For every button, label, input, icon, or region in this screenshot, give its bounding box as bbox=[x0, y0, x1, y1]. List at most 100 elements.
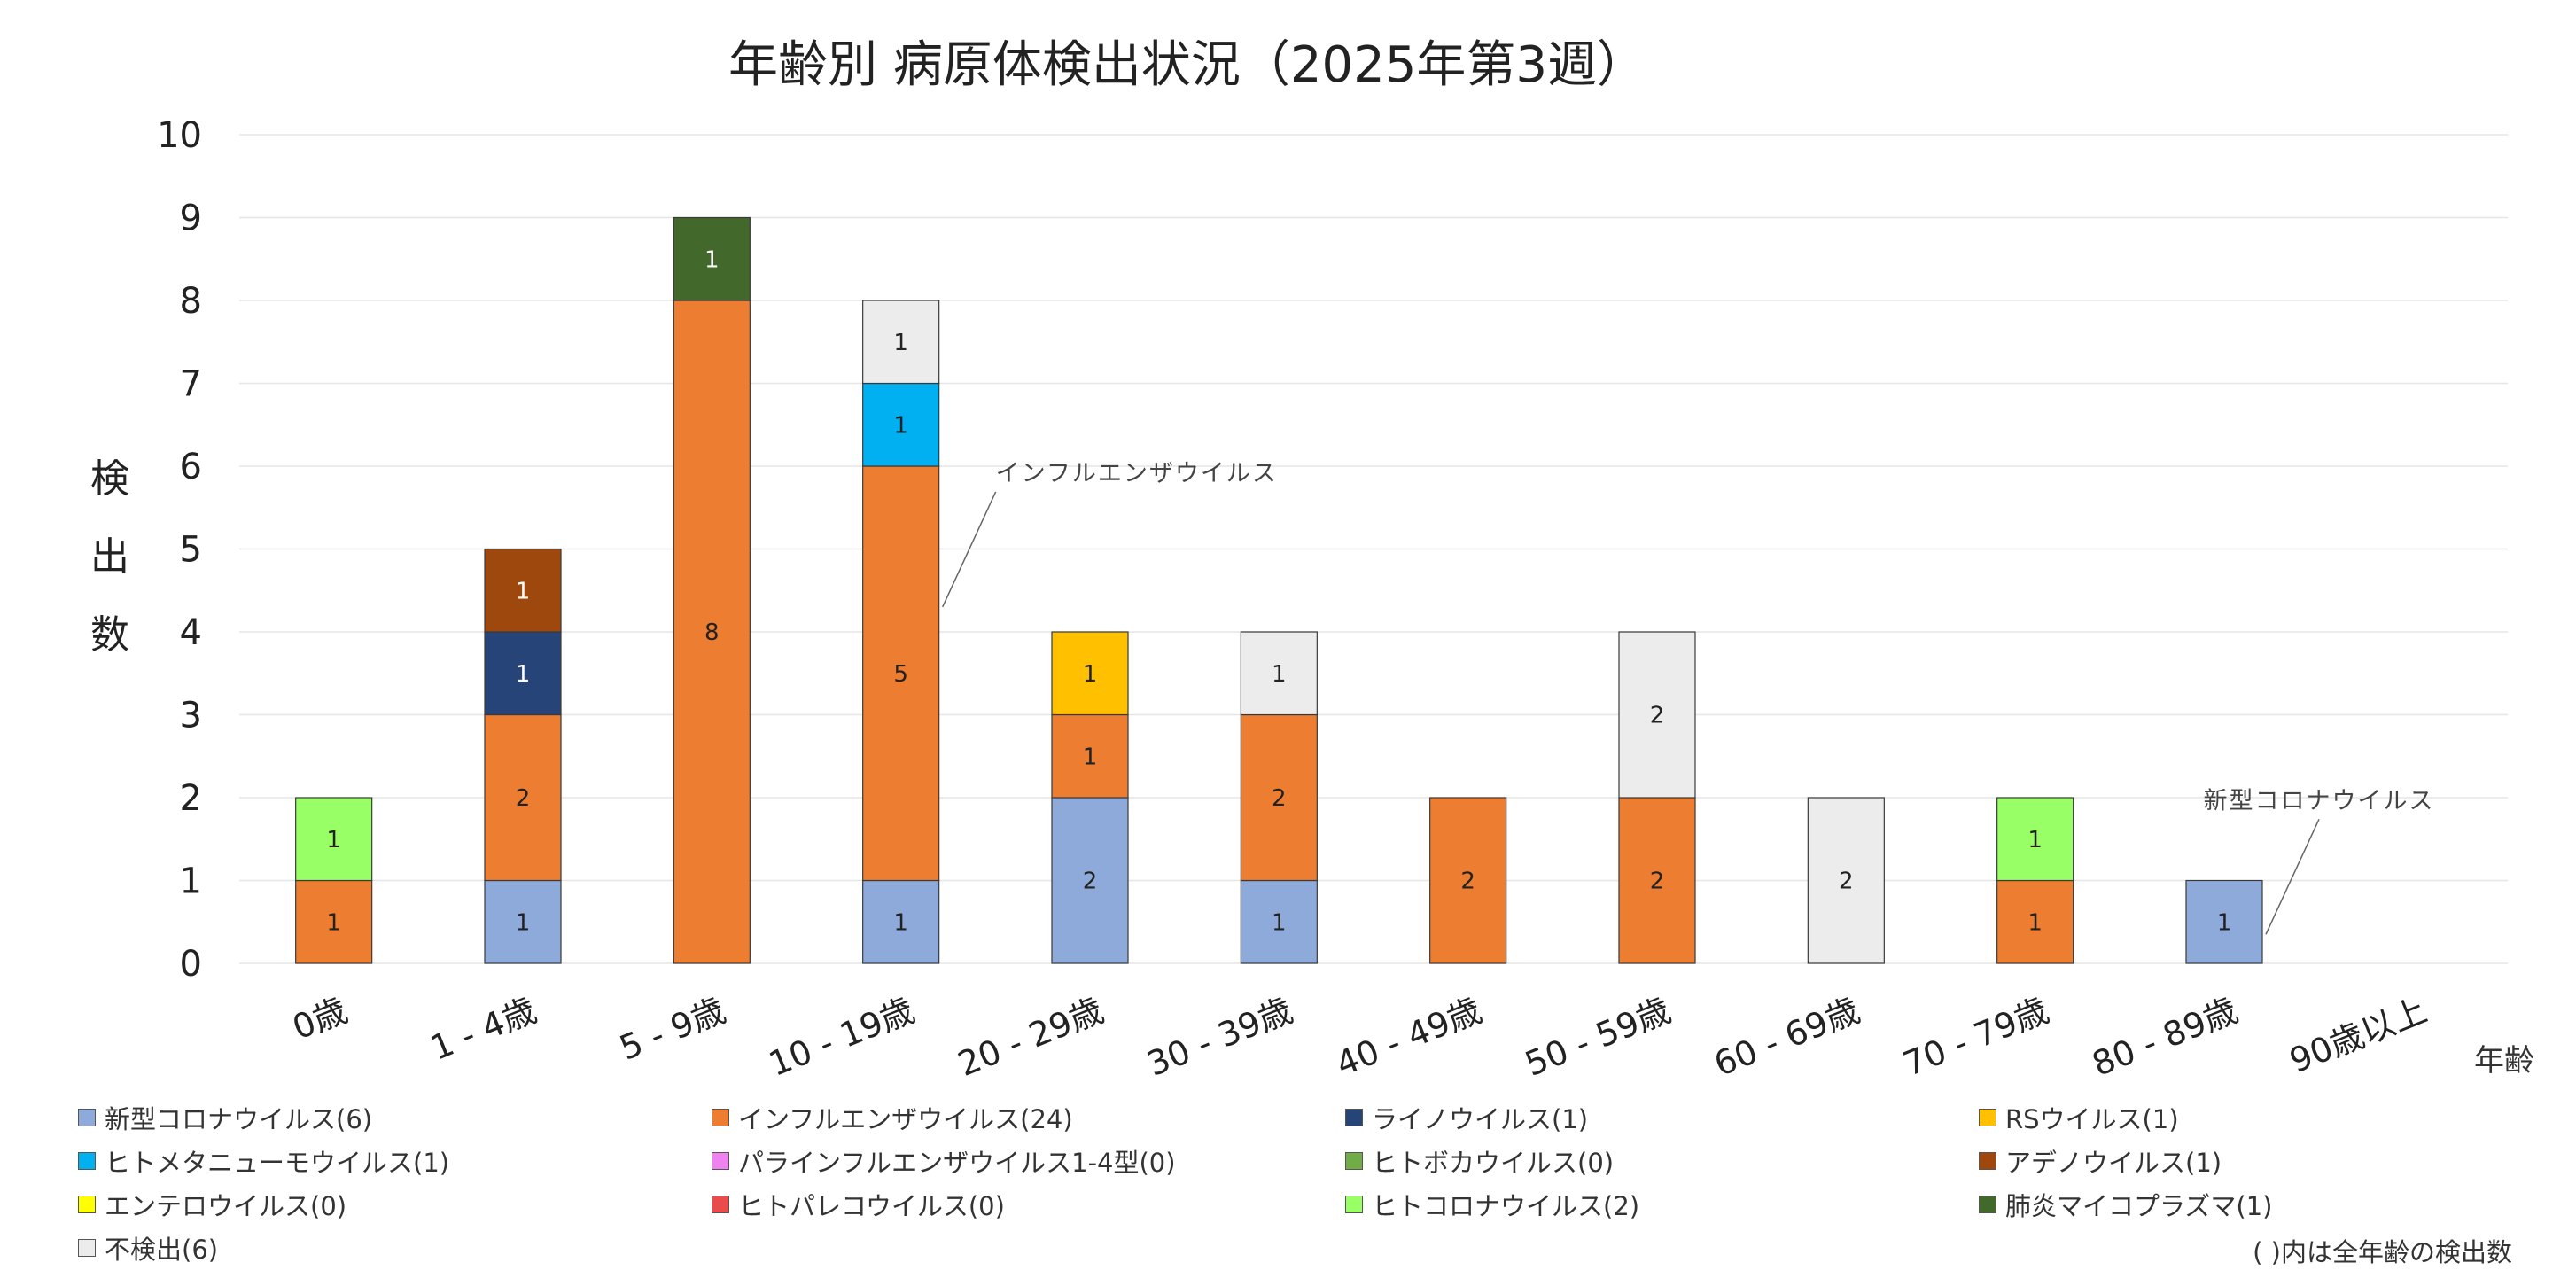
y-tick-label: 9 bbox=[180, 199, 202, 239]
x-tick-label: 80 - 89歳 bbox=[2087, 991, 2243, 1084]
legend-swatch bbox=[1345, 1152, 1363, 1170]
bar-value-label: 2 bbox=[1083, 869, 1098, 895]
legend-item: ヒトメタニューモウイルス(1) bbox=[78, 1142, 712, 1180]
legend-swatch bbox=[1979, 1196, 1996, 1213]
footnote: ( )内は全年齢の検出数 bbox=[2253, 1237, 2512, 1267]
y-axis-label-char: 出 bbox=[90, 534, 129, 580]
x-tick-label: 5 - 9歳 bbox=[614, 991, 731, 1068]
bar-segment bbox=[1618, 797, 1696, 964]
bar-value-label: 2 bbox=[1650, 869, 1665, 895]
y-tick-label: 2 bbox=[180, 778, 202, 819]
legend-label: インフルエンザウイルス(24) bbox=[738, 1104, 1073, 1134]
x-tick-label: 40 - 49歳 bbox=[1331, 991, 1487, 1084]
bar-segment bbox=[1240, 713, 1318, 882]
bar-value-label: 5 bbox=[893, 661, 908, 688]
legend-item: ヒトパレコウイルス(0) bbox=[712, 1186, 1345, 1223]
x-tick-label: 0歳 bbox=[287, 991, 353, 1048]
legend-item: パラインフルエンザウイルス1-4型(0) bbox=[712, 1142, 1345, 1180]
callout-label: 新型コロナウイルス bbox=[2204, 787, 2435, 814]
bar-segment bbox=[484, 713, 562, 882]
bar-value-label: 1 bbox=[893, 412, 908, 439]
y-axis-tick-labels: 0 1 2 3 4 5 6 7 8 9 10 bbox=[157, 115, 202, 985]
bar-value-label: 1 bbox=[1083, 744, 1098, 770]
bar-segment bbox=[862, 879, 940, 964]
y-axis-label-char: 数 bbox=[90, 612, 129, 658]
bar-value-label: 1 bbox=[516, 909, 531, 936]
legend-label: エンテロウイルス(0) bbox=[105, 1191, 347, 1221]
bar-segment bbox=[1240, 879, 1318, 964]
legend-label: 不検出(6) bbox=[105, 1235, 219, 1265]
gridlines bbox=[239, 134, 2508, 964]
legend-item: RSウイルス(1) bbox=[1979, 1099, 2506, 1136]
legend-label: RSウイルス(1) bbox=[2005, 1104, 2179, 1134]
legend-item: 肺炎マイコプラズマ(1) bbox=[1979, 1186, 2506, 1223]
y-tick-label: 0 bbox=[180, 944, 202, 985]
chart-title: 年齢別 病原体検出状況（2025年第3週） bbox=[728, 36, 1646, 94]
bar-value-label: 1 bbox=[2217, 909, 2232, 936]
legend-label: 肺炎マイコプラズマ(1) bbox=[2005, 1191, 2273, 1221]
y-tick-label: 7 bbox=[180, 364, 202, 405]
x-tick-label: 70 - 79歳 bbox=[1898, 991, 2054, 1084]
legend-swatch bbox=[712, 1152, 729, 1170]
legend-label: 新型コロナウイルス(6) bbox=[105, 1104, 373, 1134]
bar-segment bbox=[1996, 879, 2074, 964]
legend-item: ヒトコロナウイルス(2) bbox=[1345, 1186, 1979, 1223]
bar-segment bbox=[1807, 797, 1885, 964]
legend-label: ヒトパレコウイルス(0) bbox=[738, 1191, 1005, 1221]
y-tick-label: 8 bbox=[180, 281, 202, 322]
bar-value-label: 1 bbox=[1083, 661, 1098, 688]
legend-swatch bbox=[1979, 1109, 1996, 1126]
bar-segment bbox=[2185, 879, 2263, 964]
legend-swatch bbox=[78, 1109, 96, 1126]
x-tick-label: 20 - 29歳 bbox=[953, 991, 1109, 1084]
bar-value-label: 1 bbox=[893, 909, 908, 936]
legend-swatch bbox=[1345, 1109, 1363, 1126]
bar-segment bbox=[1051, 631, 1129, 716]
y-tick-label: 10 bbox=[157, 115, 202, 156]
callout-label: インフルエンザウイルス bbox=[996, 460, 1278, 487]
x-tick-label: 1 - 4歳 bbox=[425, 991, 542, 1068]
x-axis-tick-labels: 0歳 1 - 4歳 5 - 9歳 10 - 19歳 20 - 29歳 30 - 39歳 40… bbox=[287, 991, 2432, 1084]
bar-segment bbox=[1996, 797, 2074, 882]
bar-segment bbox=[484, 631, 562, 716]
x-tick-label: 50 - 59歳 bbox=[1520, 991, 1676, 1084]
legend-swatch bbox=[1345, 1196, 1363, 1213]
y-tick-label: 5 bbox=[180, 530, 202, 571]
legend-swatch bbox=[78, 1196, 96, 1213]
bar-value-label: 1 bbox=[1272, 909, 1287, 936]
legend-swatch bbox=[712, 1196, 729, 1213]
legend-swatch bbox=[1979, 1152, 1996, 1170]
legend-item: ライノウイルス(1) bbox=[1345, 1099, 1979, 1136]
legend-label: アデノウイルス(1) bbox=[2005, 1148, 2222, 1178]
bar-segment bbox=[1240, 631, 1318, 716]
bar-segment bbox=[484, 548, 562, 633]
bar-segment bbox=[862, 382, 940, 467]
bar-segment bbox=[862, 465, 940, 882]
legend-item: 不検出(6) bbox=[78, 1229, 712, 1266]
bar-value-label: 1 bbox=[1272, 661, 1287, 688]
bar-value-label: 1 bbox=[704, 246, 720, 273]
bar-value-label: 1 bbox=[326, 827, 341, 853]
bar-value-label: 1 bbox=[2027, 827, 2043, 853]
legend-item: ヒトボカウイルス(0) bbox=[1345, 1142, 1979, 1180]
y-tick-label: 4 bbox=[180, 612, 202, 653]
legend-label: パラインフルエンザウイルス1-4型(0) bbox=[738, 1148, 1176, 1178]
bar-value-label: 1 bbox=[516, 661, 531, 688]
y-tick-label: 1 bbox=[180, 861, 202, 902]
y-axis-label: 検出数 bbox=[90, 456, 129, 658]
bar-value-label: 2 bbox=[1650, 703, 1665, 729]
x-tick-label: 60 - 69歳 bbox=[1708, 991, 1864, 1084]
legend-item: インフルエンザウイルス(24) bbox=[712, 1099, 1345, 1136]
bar-segment bbox=[1051, 797, 1129, 964]
legend-swatch bbox=[712, 1109, 729, 1126]
callout-leader-line bbox=[941, 491, 997, 608]
bar-segment bbox=[295, 879, 373, 964]
bar-segment bbox=[673, 300, 751, 964]
bar-value-label: 1 bbox=[326, 909, 341, 936]
legend-swatch bbox=[78, 1239, 96, 1257]
legend-item: エンテロウイルス(0) bbox=[78, 1186, 712, 1223]
bar-value-label: 1 bbox=[893, 330, 908, 356]
